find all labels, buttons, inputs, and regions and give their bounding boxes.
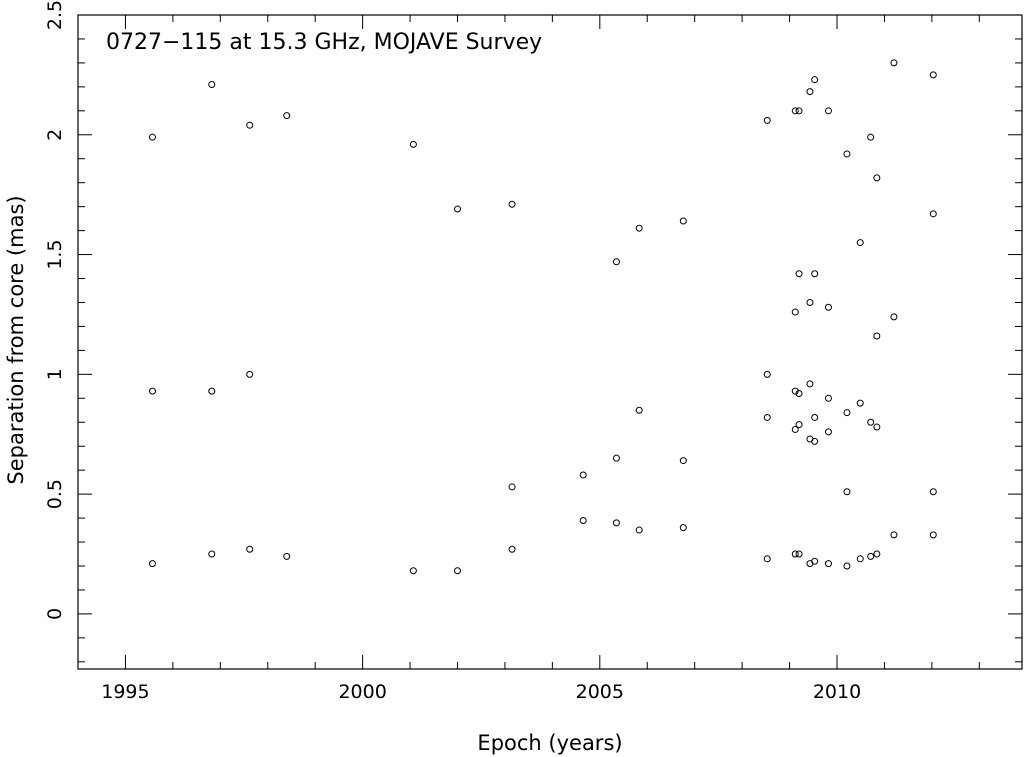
data-point: [508, 545, 516, 553]
data-point: [811, 413, 819, 421]
data-point: [791, 387, 799, 395]
data-point: [795, 107, 803, 115]
y-axis-title: Separation from core (mas): [4, 195, 28, 484]
data-point: [795, 421, 803, 429]
data-point: [612, 258, 620, 266]
y-tick-label: 0: [44, 608, 66, 620]
data-point: [843, 150, 851, 158]
data-point: [763, 370, 771, 378]
data-point: [612, 454, 620, 462]
y-tick-label: 2.5: [44, 0, 66, 30]
data-point: [795, 270, 803, 278]
data-point: [806, 88, 814, 96]
data-point: [873, 332, 881, 340]
data-point: [806, 380, 814, 388]
data-point: [856, 239, 864, 247]
data-point: [806, 298, 814, 306]
data-point: [929, 488, 937, 496]
data-point: [791, 107, 799, 115]
data-point: [283, 112, 291, 120]
data-point: [811, 557, 819, 565]
data-point: [795, 550, 803, 558]
x-tick-label: 1995: [101, 681, 149, 703]
data-point: [208, 80, 216, 88]
data-point: [929, 531, 937, 539]
data-point: [867, 552, 875, 560]
data-point: [763, 413, 771, 421]
data-point: [890, 531, 898, 539]
data-point: [679, 217, 687, 225]
data-point: [843, 409, 851, 417]
data-point: [635, 406, 643, 414]
data-point: [635, 526, 643, 534]
data-point: [635, 224, 643, 232]
data-point: [856, 555, 864, 563]
data-point: [763, 555, 771, 563]
data-point: [208, 387, 216, 395]
x-tick-label: 2000: [338, 681, 386, 703]
data-point: [508, 483, 516, 491]
data-point: [791, 308, 799, 316]
data-point: [890, 59, 898, 67]
data-point: [246, 370, 254, 378]
data-point: [811, 270, 819, 278]
data-point: [148, 387, 156, 395]
chart-title: 0727−115 at 15.3 GHz, MOJAVE Survey: [106, 30, 542, 55]
data-point: [409, 567, 417, 575]
y-tick-label: 1.5: [44, 239, 66, 269]
data-point: [148, 133, 156, 141]
data-point: [824, 303, 832, 311]
data-point: [843, 562, 851, 570]
data-point: [824, 560, 832, 568]
data-point: [208, 550, 216, 558]
data-point: [811, 437, 819, 445]
data-point: [867, 133, 875, 141]
axis-tick-labels: 1995 2000 2005 2010 0 0.5 1 1.5 2 2.5: [44, 0, 861, 703]
data-point: [453, 205, 461, 213]
data-point: [246, 545, 254, 553]
data-point: [811, 76, 819, 84]
data-point: [612, 519, 620, 527]
data-point: [579, 471, 587, 479]
axis-ticks: [77, 14, 1022, 669]
data-point: [890, 313, 898, 321]
data-point: [791, 550, 799, 558]
data-points: [148, 59, 937, 575]
x-axis-title: Epoch (years): [477, 731, 622, 755]
data-point: [791, 425, 799, 433]
data-point: [929, 210, 937, 218]
y-tick-label: 0.5: [44, 479, 66, 509]
data-point: [824, 394, 832, 402]
data-point: [873, 550, 881, 558]
y-tick-label: 2: [44, 129, 66, 141]
data-point: [453, 567, 461, 575]
data-point: [929, 71, 937, 79]
data-point: [824, 107, 832, 115]
data-point: [679, 524, 687, 532]
data-point: [873, 423, 881, 431]
data-point: [873, 174, 881, 182]
x-tick-label: 2010: [813, 681, 861, 703]
x-tick-label: 2005: [576, 681, 624, 703]
y-tick-label: 1: [44, 368, 66, 380]
data-point: [824, 428, 832, 436]
data-point: [579, 516, 587, 524]
data-point: [763, 116, 771, 124]
data-point: [283, 552, 291, 560]
data-point: [867, 418, 875, 426]
plot-frame: [77, 14, 1023, 670]
data-point: [246, 121, 254, 129]
data-point: [795, 390, 803, 398]
data-point: [508, 200, 516, 208]
data-point: [843, 488, 851, 496]
data-point: [856, 399, 864, 407]
data-point: [679, 457, 687, 465]
data-point: [409, 140, 417, 148]
data-point: [148, 560, 156, 568]
